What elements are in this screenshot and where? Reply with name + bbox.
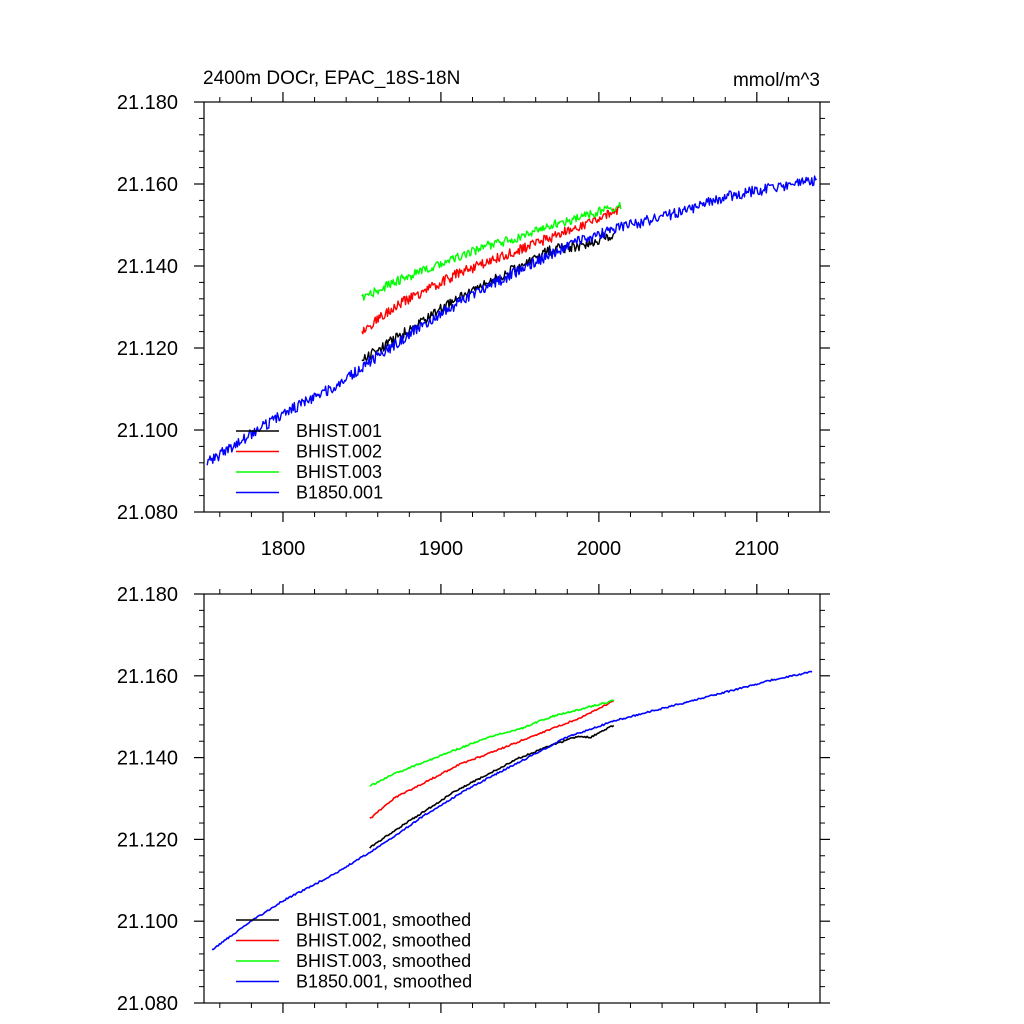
x-tick-label: 2100 [735, 538, 780, 560]
y-tick-label: 21.160 [117, 174, 178, 196]
y-tick-label: 21.120 [117, 829, 178, 851]
legend-label: BHIST.001 [296, 421, 382, 441]
y-tick-label: 21.080 [117, 993, 178, 1015]
y-tick-label: 21.100 [117, 420, 178, 442]
y-tick-label: 21.140 [117, 256, 178, 278]
legend-label: BHIST.003, smoothed [296, 951, 471, 971]
y-tick-label: 21.140 [117, 748, 178, 770]
legend-label: B1850.001 [296, 483, 383, 503]
series-line-4 [206, 175, 818, 466]
legend-label: BHIST.003 [296, 462, 382, 482]
series-lines [211, 670, 813, 951]
x-tick-label: 2000 [577, 538, 622, 560]
plot-frame [203, 101, 821, 513]
y-tick-label: 21.180 [117, 92, 178, 114]
legend-label: BHIST.002, smoothed [296, 931, 471, 951]
series-line-3 [369, 699, 615, 787]
series-line-2 [369, 700, 615, 819]
legend-label: BHIST.002 [296, 442, 382, 462]
legend-label: B1850.001, smoothed [296, 972, 472, 992]
axes: 21.080 21.100 21.120 21.140 21.160 21.180 1800… [117, 92, 830, 560]
y-tick-label: 21.160 [117, 666, 178, 688]
series-line-4 [211, 670, 813, 951]
series-line-1 [369, 724, 615, 849]
x-tick-label: 1800 [261, 538, 306, 560]
series-line-2 [361, 204, 622, 335]
y-tick-label: 21.080 [117, 502, 178, 524]
series-line-3 [361, 201, 622, 301]
legend-label: BHIST.001, smoothed [296, 910, 471, 930]
y-tick-label: 21.180 [117, 584, 178, 606]
series-lines [206, 175, 818, 466]
plot-frame [203, 593, 821, 1004]
units-label: mmol/m^3 [733, 70, 820, 91]
x-tick-label: 1900 [419, 538, 464, 560]
top-panel: 2400m DOCr, EPAC_18S-18N mmol/m^3 21.080… [117, 68, 830, 560]
chart-title: 2400m DOCr, EPAC_18S-18N [203, 68, 460, 89]
y-tick-label: 21.100 [117, 911, 178, 933]
bottom-panel: 21.080 21.100 21.120 21.140 21.160 21.180 BHI… [117, 584, 830, 1015]
y-tick-label: 21.120 [117, 338, 178, 360]
axes: 21.080 21.100 21.120 21.140 21.160 21.180 [117, 584, 830, 1015]
